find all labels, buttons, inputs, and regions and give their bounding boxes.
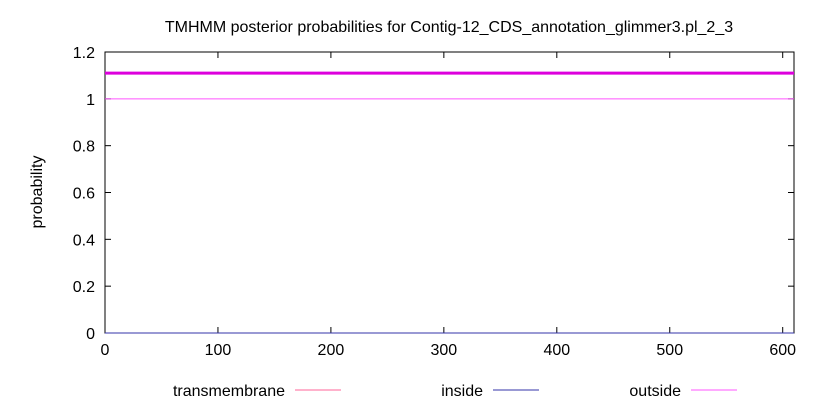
legend-label-inside: inside bbox=[441, 383, 483, 400]
x-tick-label: 0 bbox=[101, 342, 110, 359]
y-tick-label: 1.2 bbox=[73, 45, 95, 62]
y-tick-label: 1 bbox=[86, 92, 95, 109]
plot-frame bbox=[104, 51, 795, 334]
series-lines bbox=[105, 98, 794, 334]
chart-title: TMHMM posterior probabilities for Contig… bbox=[165, 19, 733, 36]
x-tick-label: 500 bbox=[656, 342, 683, 359]
y-tick-label: 0.4 bbox=[73, 232, 95, 249]
x-tick-label: 100 bbox=[205, 342, 232, 359]
legend: transmembrane inside outside bbox=[173, 383, 737, 400]
legend-label-outside: outside bbox=[629, 383, 681, 400]
axis-ticks: 0 100 200 300 400 500 600 0 0.2 0.4 0.6 0.8 1 1.2 bbox=[73, 45, 796, 359]
x-tick-label: 300 bbox=[431, 342, 458, 359]
legend-label-transmembrane: transmembrane bbox=[173, 383, 285, 400]
x-tick-label: 200 bbox=[318, 342, 345, 359]
y-tick-label: 0 bbox=[86, 326, 95, 343]
x-tick-label: 400 bbox=[543, 342, 570, 359]
y-axis-label: probability bbox=[29, 156, 46, 229]
y-tick-label: 0.2 bbox=[73, 279, 95, 296]
x-tick-label: 600 bbox=[769, 342, 796, 359]
y-tick-label: 0.8 bbox=[73, 139, 95, 156]
y-tick-label: 0.6 bbox=[73, 186, 95, 203]
